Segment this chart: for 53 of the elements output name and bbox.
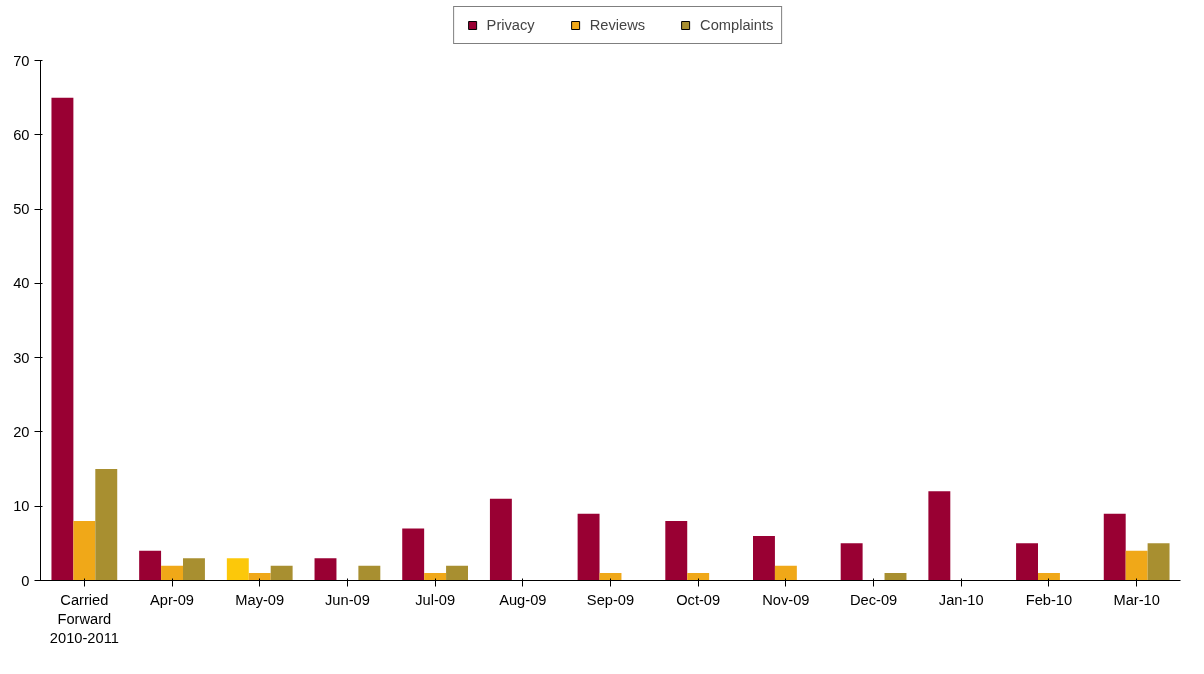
- bar: [687, 573, 710, 581]
- bar: [248, 573, 271, 581]
- bar: [1125, 550, 1148, 581]
- x-tick-label: Carried Forward 2010-2011: [49, 591, 119, 646]
- bar: [1147, 543, 1170, 581]
- y-tick-label: 20: [13, 423, 30, 440]
- bar: [753, 535, 775, 581]
- bar: [358, 565, 381, 581]
- x-tick-label: Apr-09: [150, 591, 195, 608]
- x-tick-label: Dec-09: [849, 591, 898, 608]
- bar: [840, 543, 863, 581]
- legend-label: Reviews: [589, 17, 646, 33]
- bar: [51, 97, 74, 581]
- bar: [424, 573, 447, 581]
- bar: [928, 491, 951, 581]
- bar: [665, 521, 688, 581]
- x-tick-label: Sep-09: [586, 591, 635, 608]
- bar: [183, 558, 205, 581]
- x-tick-label: Mar-10: [1113, 591, 1160, 608]
- x-tick-label: Jul-09: [415, 591, 456, 608]
- y-tick-label: 0: [21, 572, 30, 589]
- x-tick-label: Oct-09: [676, 591, 721, 608]
- x-tick-label: Aug-09: [499, 591, 547, 608]
- bar: [884, 573, 907, 581]
- x-tick-label: May-09: [235, 591, 285, 608]
- bar: [1038, 573, 1060, 581]
- legend-label: Privacy: [486, 17, 535, 33]
- x-tick-label: Jun-09: [325, 591, 370, 608]
- y-tick-label: 60: [13, 126, 30, 143]
- y-tick-label: 70: [13, 52, 30, 69]
- y-tick-label: 10: [13, 498, 30, 515]
- bar: [577, 513, 600, 581]
- bar: [402, 528, 425, 581]
- bar: [774, 565, 797, 581]
- bar: [314, 558, 337, 581]
- bar: [270, 565, 293, 581]
- bar: [1103, 513, 1126, 581]
- y-tick-label: 30: [13, 349, 30, 366]
- bar: [1016, 543, 1038, 581]
- bar: [161, 565, 183, 581]
- bar: [139, 550, 162, 581]
- y-tick-label: 40: [13, 275, 30, 292]
- x-tick-label: Jan-10: [938, 591, 984, 608]
- bar: [73, 521, 96, 581]
- x-tick-label: Feb-10: [1025, 591, 1073, 608]
- y-tick-label: 50: [13, 201, 30, 218]
- bar: [446, 565, 468, 581]
- x-tick-label: Nov-09: [762, 591, 810, 608]
- bar: [95, 469, 118, 581]
- bar: [489, 498, 512, 581]
- bar: [226, 558, 249, 581]
- bar: [599, 573, 622, 581]
- legend-label: Complaints: [700, 17, 774, 33]
